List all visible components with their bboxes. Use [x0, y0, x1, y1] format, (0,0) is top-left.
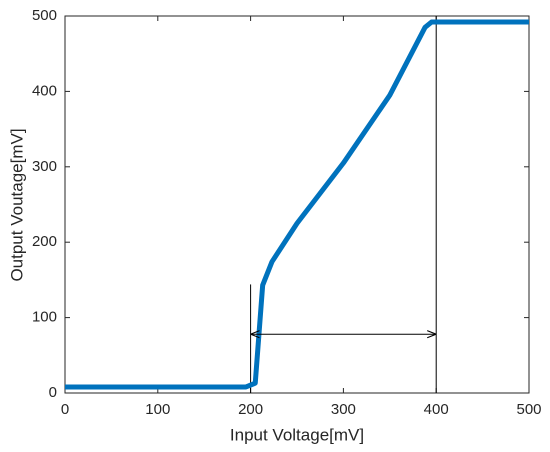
y-tick-label: 300: [32, 158, 57, 175]
data-line: [65, 19, 529, 390]
x-tick-label: 500: [516, 401, 541, 418]
x-tick-label: 0: [61, 401, 69, 418]
y-tick-label: 200: [32, 233, 57, 250]
x-tick-label: 100: [145, 401, 170, 418]
x-tick-label: 300: [331, 401, 356, 418]
x-tick-label: 200: [238, 401, 263, 418]
y-axis-title: Output Voutage[mV]: [7, 128, 26, 281]
y-tick-label: 100: [32, 309, 57, 326]
y-tick-label: 500: [32, 7, 57, 24]
plot-frame: [64, 15, 530, 394]
y-tick-label: 0: [49, 384, 57, 401]
x-axis-title: Input Voltage[mV]: [230, 425, 364, 444]
x-tick-label: 400: [424, 401, 449, 418]
y-tick-label: 400: [32, 82, 57, 99]
